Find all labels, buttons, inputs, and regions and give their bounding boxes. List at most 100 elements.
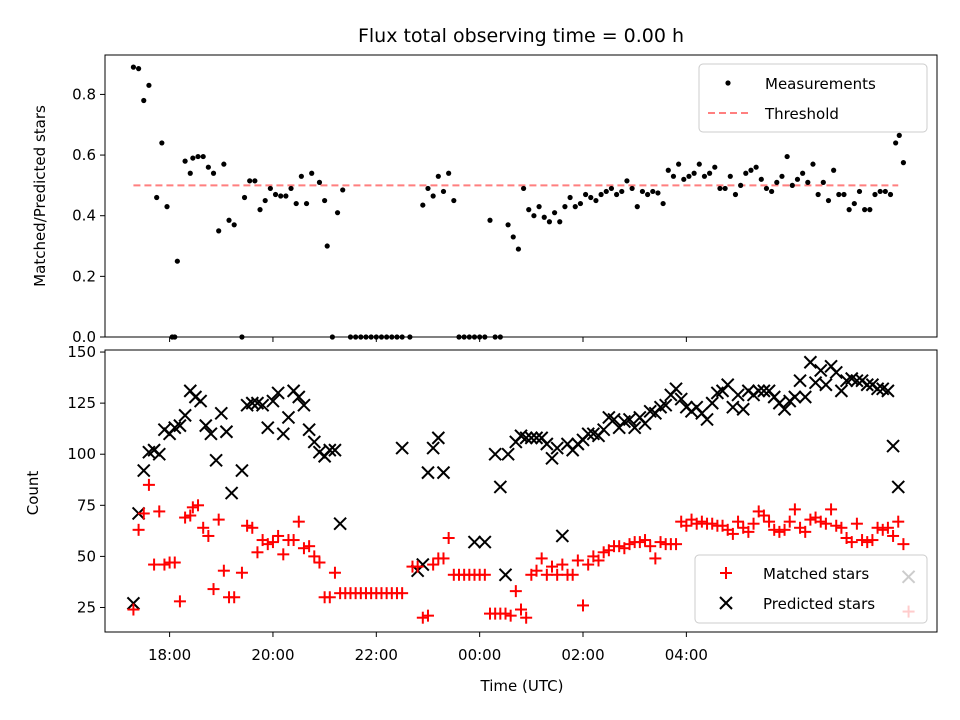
top-legend: Measurements Threshold	[698, 63, 928, 133]
matched-star-marker	[597, 546, 610, 559]
matched-star-marker	[535, 552, 548, 565]
matched-star-marker	[881, 521, 894, 534]
measurement-point	[841, 191, 847, 198]
top-axes-frame	[104, 54, 938, 338]
measurement-point	[701, 173, 708, 179]
measurement-point	[696, 161, 702, 167]
matched-star-marker	[577, 599, 590, 612]
matched-star-marker	[876, 523, 889, 536]
predicted-star-marker	[395, 441, 409, 455]
measurement-point	[195, 153, 201, 160]
predicted-star-marker	[467, 535, 482, 549]
predicted-star-stroke	[395, 441, 409, 455]
matched-star-marker	[132, 523, 145, 536]
measurement-point	[887, 191, 894, 198]
predicted-star-stroke	[798, 390, 812, 404]
matched-star-marker	[396, 587, 409, 600]
predicted-star-stroke	[834, 384, 849, 398]
legend-predicted-marker	[719, 596, 733, 610]
bottom-y-tick-label: 50	[77, 547, 96, 565]
measurement-point	[815, 191, 821, 198]
matched-star-marker	[437, 552, 450, 565]
matched-star-marker	[835, 521, 848, 534]
matched-star-marker	[566, 568, 579, 581]
measurement-point	[825, 197, 832, 204]
matched-star-marker	[778, 523, 791, 536]
predicted-star-marker	[736, 402, 750, 416]
predicted-star-marker	[281, 410, 296, 425]
matched-star-marker	[478, 568, 491, 581]
top-y-tick-label: 0.0	[72, 328, 96, 346]
matched-star-marker	[871, 521, 884, 534]
matched-star-marker	[323, 591, 336, 604]
predicted-star-marker	[323, 443, 337, 457]
predicted-star-marker	[266, 394, 280, 408]
predicted-star-stroke	[814, 363, 828, 378]
matched-star-marker	[297, 542, 310, 555]
measurement-point	[867, 207, 873, 213]
measurement-point	[893, 140, 899, 146]
matched-star-marker	[197, 521, 210, 534]
measurement-point	[141, 97, 147, 104]
measurement-point	[322, 197, 328, 204]
measurement-point	[614, 191, 620, 198]
matched-star-marker	[830, 519, 843, 532]
measurement-point	[769, 188, 775, 195]
predicted-star-marker	[421, 465, 435, 480]
measurement-point	[187, 170, 193, 176]
predicted-star-stroke	[478, 535, 492, 549]
predicted-star-marker	[886, 439, 900, 453]
matched-star-marker	[546, 560, 559, 573]
predicted-star-marker	[436, 465, 451, 480]
predicted-star-marker	[808, 375, 823, 390]
measurement-point	[216, 228, 222, 234]
predicted-star-marker	[788, 390, 802, 404]
matched-star-marker	[582, 558, 595, 571]
measurement-point	[303, 200, 310, 207]
measurement-point	[190, 155, 196, 161]
measurement-point	[774, 179, 780, 185]
matched-star-marker	[217, 564, 230, 577]
measurement-point	[598, 191, 604, 198]
matched-star-marker	[127, 603, 140, 616]
matched-star-marker	[788, 503, 801, 516]
predicted-star-marker	[261, 420, 275, 435]
measurement-point	[288, 185, 294, 192]
predicted-star-stroke	[860, 378, 874, 392]
matched-star-marker	[654, 536, 667, 549]
measurement-point	[732, 191, 739, 198]
predicted-star-marker	[524, 431, 539, 445]
measurement-point	[676, 161, 682, 167]
matched-star-marker	[613, 540, 626, 553]
predicted-star-stroke	[622, 412, 637, 427]
predicted-star-stroke	[281, 410, 296, 425]
matched-star-marker	[530, 564, 543, 577]
matched-star-marker	[427, 558, 440, 571]
legend-matched-marker	[720, 567, 732, 579]
predicted-star-marker	[529, 431, 544, 445]
measurement-point	[572, 204, 578, 210]
predicted-star-marker	[757, 384, 771, 398]
matched-star-marker	[235, 566, 248, 579]
predicted-star-marker	[245, 396, 259, 410]
matched-star-marker	[551, 568, 564, 581]
matched-star-marker	[158, 558, 171, 571]
measurement-point	[717, 185, 723, 192]
predicted-star-marker	[638, 416, 652, 431]
predicted-star-stroke	[845, 371, 859, 386]
predicted-star-stroke	[607, 412, 621, 427]
matched-star-marker	[328, 566, 341, 579]
matched-star-marker	[142, 478, 155, 491]
bottom-x-tick-label: 18:00	[148, 646, 191, 664]
predicted-star-stroke	[596, 422, 611, 437]
predicted-star-stroke	[431, 431, 446, 445]
bottom-y-tick-label: 75	[77, 496, 96, 514]
predicted-star-stroke	[193, 394, 208, 408]
predicted-star-stroke	[705, 396, 719, 410]
matched-star-marker	[571, 554, 584, 567]
matched-star-marker	[644, 540, 657, 553]
predicted-star-stroke	[501, 447, 515, 461]
predicted-star-marker	[607, 412, 621, 427]
predicted-star-marker	[209, 453, 223, 468]
